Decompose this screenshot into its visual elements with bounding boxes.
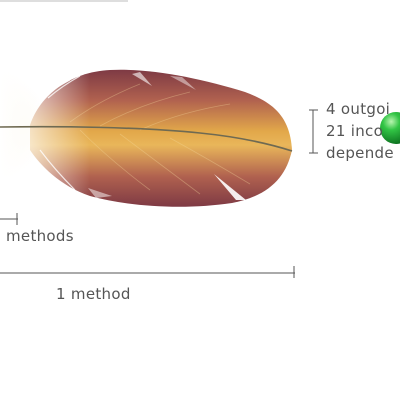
method-span-bracket [0,266,295,278]
dependents-label: depende [326,144,394,162]
methods-label: methods [6,227,74,245]
feather-illustration [0,60,300,220]
dependency-bracket [309,109,318,154]
green-node-icon[interactable] [380,112,400,144]
outgoing-label: 4 outgoi [326,100,391,118]
incoming-label: 21 inco [326,122,384,140]
one-method-label: 1 method [56,285,131,303]
small-methods-bracket [0,213,18,225]
